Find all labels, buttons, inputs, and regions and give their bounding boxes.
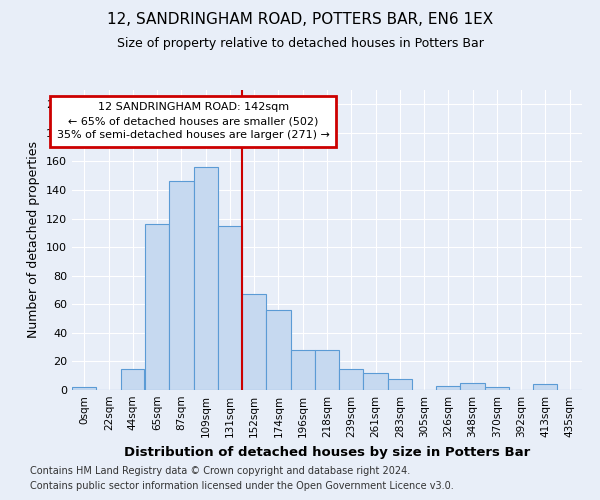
Bar (121, 368, 145, 390)
Bar (145, 224, 169, 390)
Bar (533, 384, 557, 390)
Bar (339, 368, 363, 390)
Bar (169, 182, 194, 390)
Text: 12, SANDRINGHAM ROAD, POTTERS BAR, EN6 1EX: 12, SANDRINGHAM ROAD, POTTERS BAR, EN6 1… (107, 12, 493, 28)
Bar (194, 167, 218, 390)
Bar (485, 387, 509, 390)
Text: 12 SANDRINGHAM ROAD: 142sqm
← 65% of detached houses are smaller (502)
35% of se: 12 SANDRINGHAM ROAD: 142sqm ← 65% of det… (56, 102, 329, 141)
Bar (388, 378, 412, 390)
Bar (242, 294, 266, 390)
Bar (364, 373, 388, 390)
Bar (316, 350, 338, 390)
Bar (72, 387, 97, 390)
Bar (266, 310, 290, 390)
Text: Contains HM Land Registry data © Crown copyright and database right 2024.: Contains HM Land Registry data © Crown c… (30, 466, 410, 476)
Text: Size of property relative to detached houses in Potters Bar: Size of property relative to detached ho… (116, 38, 484, 51)
Text: Distribution of detached houses by size in Potters Bar: Distribution of detached houses by size … (124, 446, 530, 459)
Bar (436, 386, 460, 390)
Bar (291, 350, 315, 390)
Y-axis label: Number of detached properties: Number of detached properties (28, 142, 40, 338)
Text: Contains public sector information licensed under the Open Government Licence v3: Contains public sector information licen… (30, 481, 454, 491)
Bar (218, 226, 242, 390)
Bar (460, 383, 485, 390)
